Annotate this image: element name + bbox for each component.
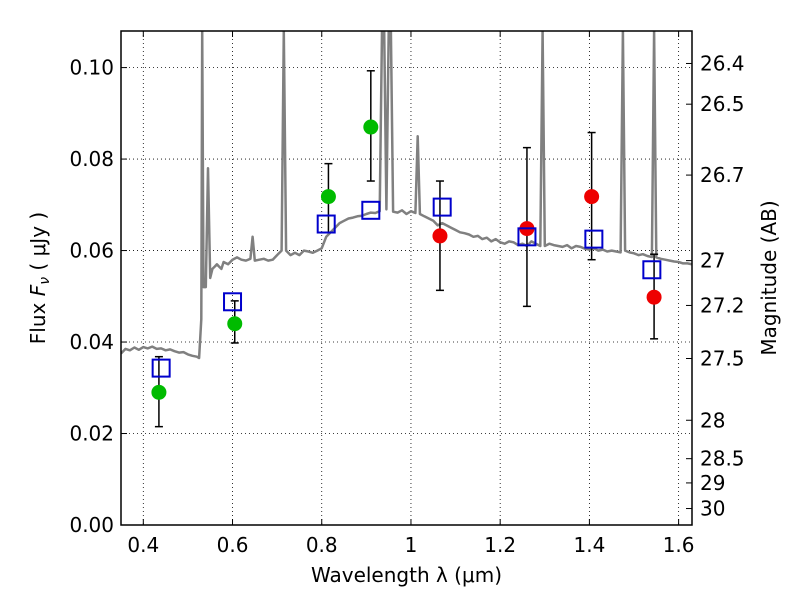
observed-point [320, 189, 336, 205]
model-spectrum-line [121, 31, 692, 360]
model-photometry-square [642, 260, 662, 280]
y-axis-ticks: 0.00 0.02 0.04 0.06 0.08 0.10 [69, 56, 127, 537]
model-photometry-square [151, 358, 171, 378]
y-tick-label: 0.04 [69, 330, 114, 354]
model-photometry-square [432, 197, 452, 217]
model-photometry-square [361, 200, 381, 220]
y2-tick-label: 27.2 [700, 293, 745, 317]
y2-tick-label: 27.5 [700, 347, 745, 371]
y2-tick-label: 27 [700, 249, 725, 273]
y-axis-label-subscript: ν [37, 277, 53, 285]
x-tick-label: 1.2 [484, 533, 516, 557]
y-axis-label-prefix: Flux [26, 296, 50, 344]
y2-tick-label: 26.7 [700, 163, 745, 187]
plot-frame [120, 30, 693, 526]
x-tick-label: 0.8 [306, 533, 338, 557]
model-photometry-square [316, 214, 336, 234]
x-tick-label: 0.6 [217, 533, 249, 557]
y2-tick-label: 26.5 [700, 92, 745, 116]
x-tick-label: 0.4 [127, 533, 159, 557]
y-tick-label: 0.06 [69, 239, 114, 263]
observed-points-layer [151, 119, 662, 400]
y-tick-label: 0.08 [69, 147, 114, 171]
y2-tick-label: 29 [700, 471, 725, 495]
y2-axis-label: Magnitude (AB) [757, 200, 781, 355]
y-axis-label-symbol: F [26, 284, 50, 296]
model-photometry-square [517, 227, 537, 247]
observed-point [151, 384, 167, 400]
observed-point [432, 228, 448, 244]
x-tick-label: 1.4 [573, 533, 605, 557]
observed-point [227, 316, 243, 332]
y-axis-label-suffix: ( μJy ) [26, 212, 50, 277]
y-tick-label: 0.10 [69, 56, 114, 80]
x-tick-label: 1 [405, 533, 418, 557]
y2-tick-label: 26.4 [700, 51, 745, 75]
observed-point [584, 189, 600, 205]
y2-tick-label: 30 [700, 497, 725, 521]
x-axis-ticks: 0.4 0.6 0.8 1 1.2 1.4 1.6 [127, 31, 695, 557]
x-tick-label: 1.6 [663, 533, 695, 557]
model-photometry-layer [151, 197, 662, 378]
model-spectrum-layer [121, 31, 692, 360]
model-photometry-square [584, 229, 604, 249]
observed-point [363, 119, 379, 135]
y2-tick-label: 28.5 [700, 447, 745, 471]
y2-tick-label: 28 [700, 408, 725, 432]
model-photometry-square [223, 292, 243, 312]
y-tick-label: 0.02 [69, 422, 114, 446]
observed-point [646, 289, 662, 305]
x-axis-label: Wavelength λ (μm) [311, 563, 502, 587]
y-tick-label: 0.00 [69, 513, 114, 537]
y-axis-label: Flux Fν ( μJy ) [26, 212, 53, 344]
